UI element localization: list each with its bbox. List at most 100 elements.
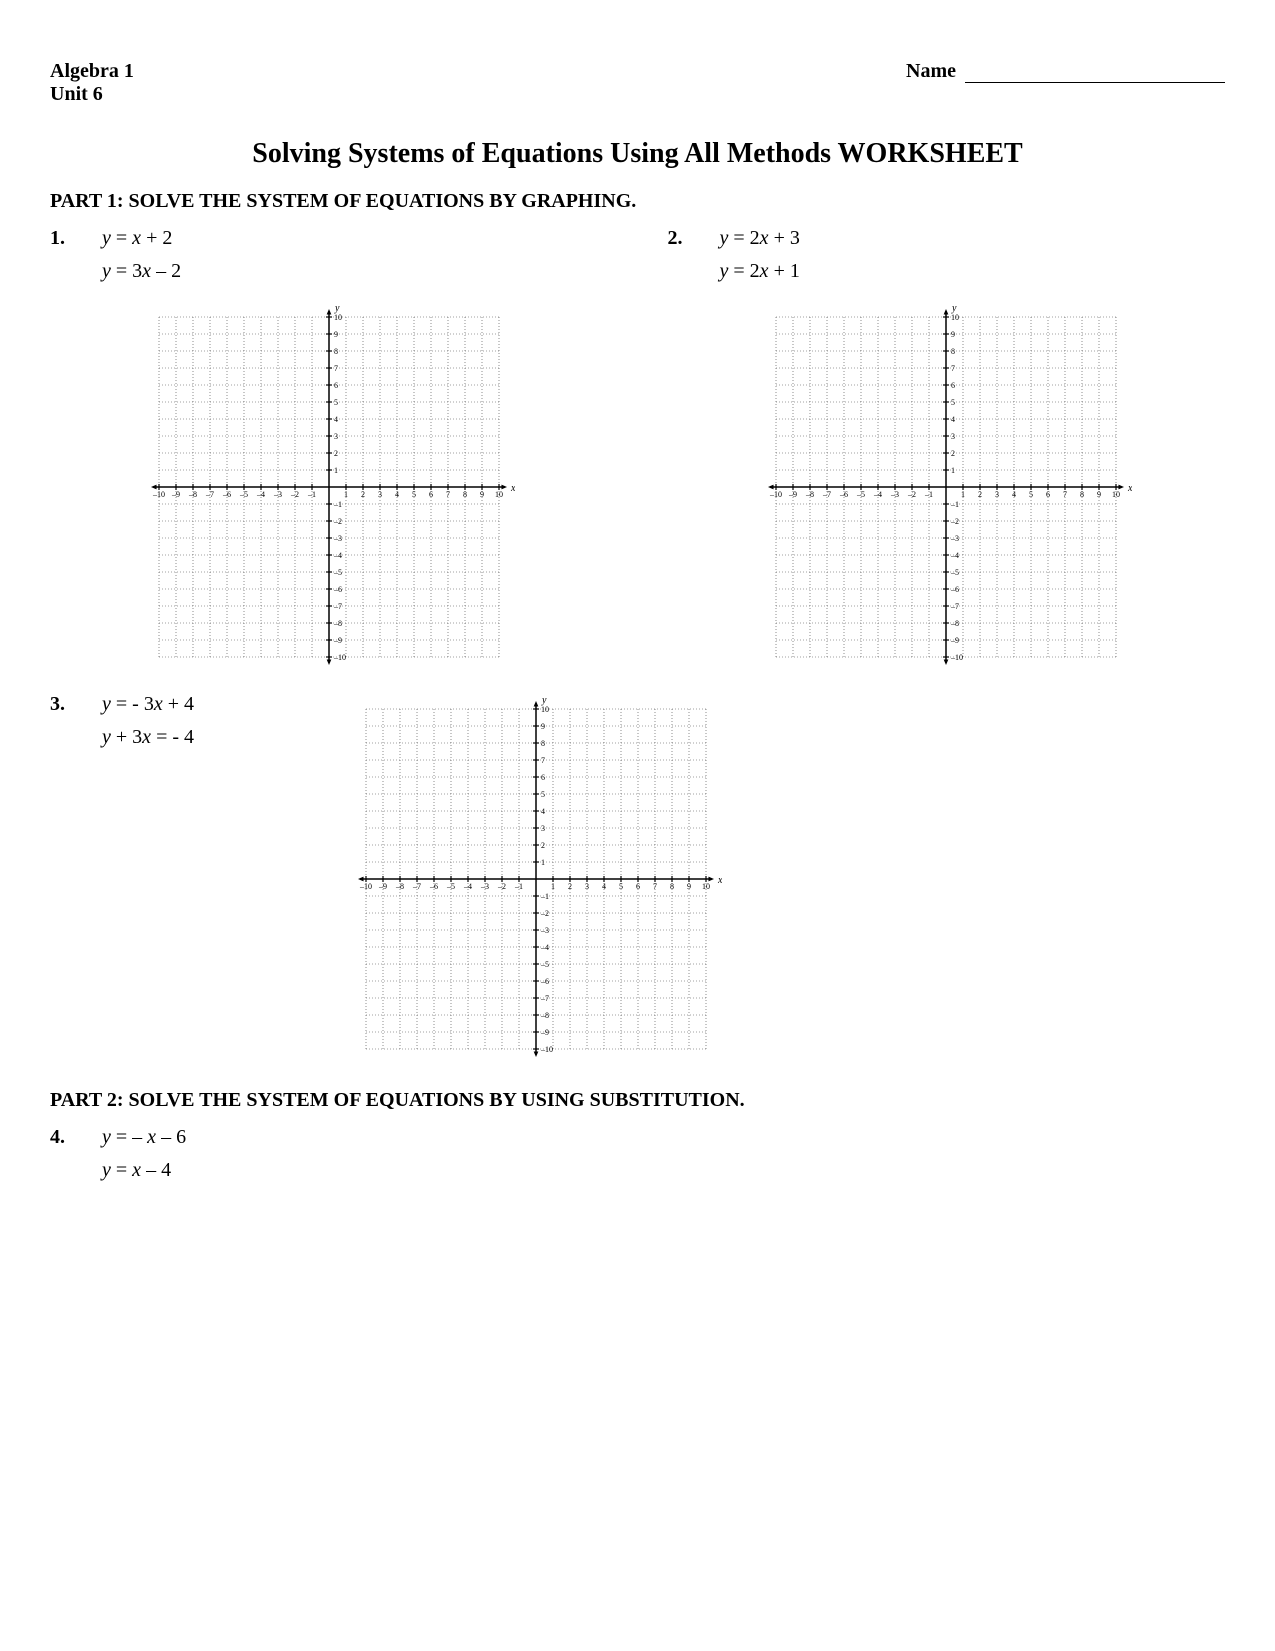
svg-text:3: 3 — [541, 824, 545, 833]
svg-text:6: 6 — [429, 490, 433, 499]
problem-1: 1. y = x + 2 y = 3x – 2 –10–10–9–9–8–8–7… — [50, 227, 608, 673]
svg-text:–5: –5 — [333, 568, 342, 577]
svg-text:9: 9 — [1097, 490, 1101, 499]
svg-text:5: 5 — [334, 398, 338, 407]
svg-text:–5: –5 — [856, 490, 865, 499]
svg-text:4: 4 — [602, 882, 606, 891]
svg-text:y: y — [541, 695, 547, 706]
svg-text:1: 1 — [951, 466, 955, 475]
coordinate-grid: –10–10–9–9–8–8–7–7–6–6–5–5–4–4–3–3–2–2–1… — [350, 693, 722, 1065]
svg-text:7: 7 — [653, 882, 657, 891]
svg-text:x: x — [717, 875, 722, 886]
svg-text:–1: –1 — [307, 490, 316, 499]
svg-text:–7: –7 — [950, 602, 959, 611]
svg-text:3: 3 — [995, 490, 999, 499]
svg-text:–9: –9 — [540, 1028, 549, 1037]
svg-text:2: 2 — [951, 449, 955, 458]
equation: y = x + 2 — [102, 227, 181, 250]
svg-text:4: 4 — [541, 807, 545, 816]
svg-text:–6: –6 — [429, 882, 438, 891]
svg-text:–7: –7 — [822, 490, 831, 499]
svg-text:6: 6 — [636, 882, 640, 891]
svg-text:9: 9 — [951, 330, 955, 339]
svg-text:4: 4 — [334, 415, 338, 424]
svg-text:–2: –2 — [950, 517, 959, 526]
problem-num: 3. — [50, 693, 102, 759]
svg-text:–6: –6 — [839, 490, 848, 499]
equation: y = - 3x + 4 — [102, 693, 194, 716]
svg-text:8: 8 — [1080, 490, 1084, 499]
svg-text:4: 4 — [951, 415, 955, 424]
svg-text:–9: –9 — [378, 882, 387, 891]
svg-text:–7: –7 — [333, 602, 342, 611]
svg-text:3: 3 — [585, 882, 589, 891]
svg-text:6: 6 — [334, 381, 338, 390]
svg-text:10: 10 — [334, 313, 342, 322]
svg-text:–4: –4 — [333, 551, 342, 560]
svg-text:7: 7 — [541, 756, 545, 765]
svg-text:–6: –6 — [333, 585, 342, 594]
svg-text:–7: –7 — [205, 490, 214, 499]
svg-text:1: 1 — [961, 490, 965, 499]
svg-text:–8: –8 — [540, 1011, 549, 1020]
svg-text:1: 1 — [344, 490, 348, 499]
svg-text:x: x — [510, 483, 515, 494]
svg-text:–9: –9 — [950, 636, 959, 645]
svg-text:9: 9 — [480, 490, 484, 499]
svg-text:–4: –4 — [463, 882, 472, 891]
svg-text:1: 1 — [334, 466, 338, 475]
svg-text:–3: –3 — [540, 926, 549, 935]
svg-text:10: 10 — [951, 313, 959, 322]
svg-text:4: 4 — [1012, 490, 1016, 499]
svg-text:–8: –8 — [395, 882, 404, 891]
svg-text:3: 3 — [378, 490, 382, 499]
svg-text:–7: –7 — [412, 882, 421, 891]
svg-text:–8: –8 — [188, 490, 197, 499]
worksheet-title: Solving Systems of Equations Using All M… — [50, 138, 1225, 170]
svg-text:7: 7 — [446, 490, 450, 499]
svg-text:6: 6 — [541, 773, 545, 782]
svg-text:–4: –4 — [873, 490, 882, 499]
svg-text:6: 6 — [951, 381, 955, 390]
svg-text:–1: –1 — [514, 882, 523, 891]
svg-text:–5: –5 — [540, 960, 549, 969]
svg-text:–3: –3 — [273, 490, 282, 499]
svg-text:–9: –9 — [333, 636, 342, 645]
equation: y = 3x – 2 — [102, 260, 181, 283]
svg-text:–10: –10 — [359, 882, 372, 891]
svg-text:5: 5 — [619, 882, 623, 891]
svg-text:8: 8 — [334, 347, 338, 356]
svg-text:–10: –10 — [152, 490, 165, 499]
name-blank-line — [965, 82, 1225, 83]
svg-text:3: 3 — [951, 432, 955, 441]
svg-text:–2: –2 — [540, 909, 549, 918]
svg-text:1: 1 — [541, 858, 545, 867]
svg-text:–1: –1 — [333, 500, 342, 509]
svg-text:–6: –6 — [222, 490, 231, 499]
svg-text:–4: –4 — [540, 943, 549, 952]
coordinate-grid: –10–10–9–9–8–8–7–7–6–6–5–5–4–4–3–3–2–2–1… — [760, 301, 1132, 673]
svg-text:8: 8 — [541, 739, 545, 748]
svg-text:–9: –9 — [171, 490, 180, 499]
svg-text:–4: –4 — [950, 551, 959, 560]
problem-2: 2. y = 2x + 3 y = 2x + 1 –10–10–9–9–8–8–… — [668, 227, 1226, 673]
svg-text:–4: –4 — [256, 490, 265, 499]
svg-text:3: 3 — [334, 432, 338, 441]
svg-text:–10: –10 — [769, 490, 782, 499]
part1-title: PART 1: SOLVE THE SYSTEM OF EQUATIONS BY… — [50, 190, 1225, 213]
svg-text:10: 10 — [1112, 490, 1120, 499]
svg-text:8: 8 — [463, 490, 467, 499]
svg-text:1: 1 — [551, 882, 555, 891]
name-label: Name — [906, 60, 956, 82]
svg-text:9: 9 — [687, 882, 691, 891]
svg-text:5: 5 — [951, 398, 955, 407]
svg-text:–6: –6 — [540, 977, 549, 986]
svg-text:–2: –2 — [907, 490, 916, 499]
svg-text:–1: –1 — [950, 500, 959, 509]
svg-text:–2: –2 — [333, 517, 342, 526]
svg-text:–10: –10 — [540, 1045, 553, 1054]
svg-text:2: 2 — [334, 449, 338, 458]
svg-text:5: 5 — [412, 490, 416, 499]
svg-text:7: 7 — [951, 364, 955, 373]
svg-text:8: 8 — [670, 882, 674, 891]
